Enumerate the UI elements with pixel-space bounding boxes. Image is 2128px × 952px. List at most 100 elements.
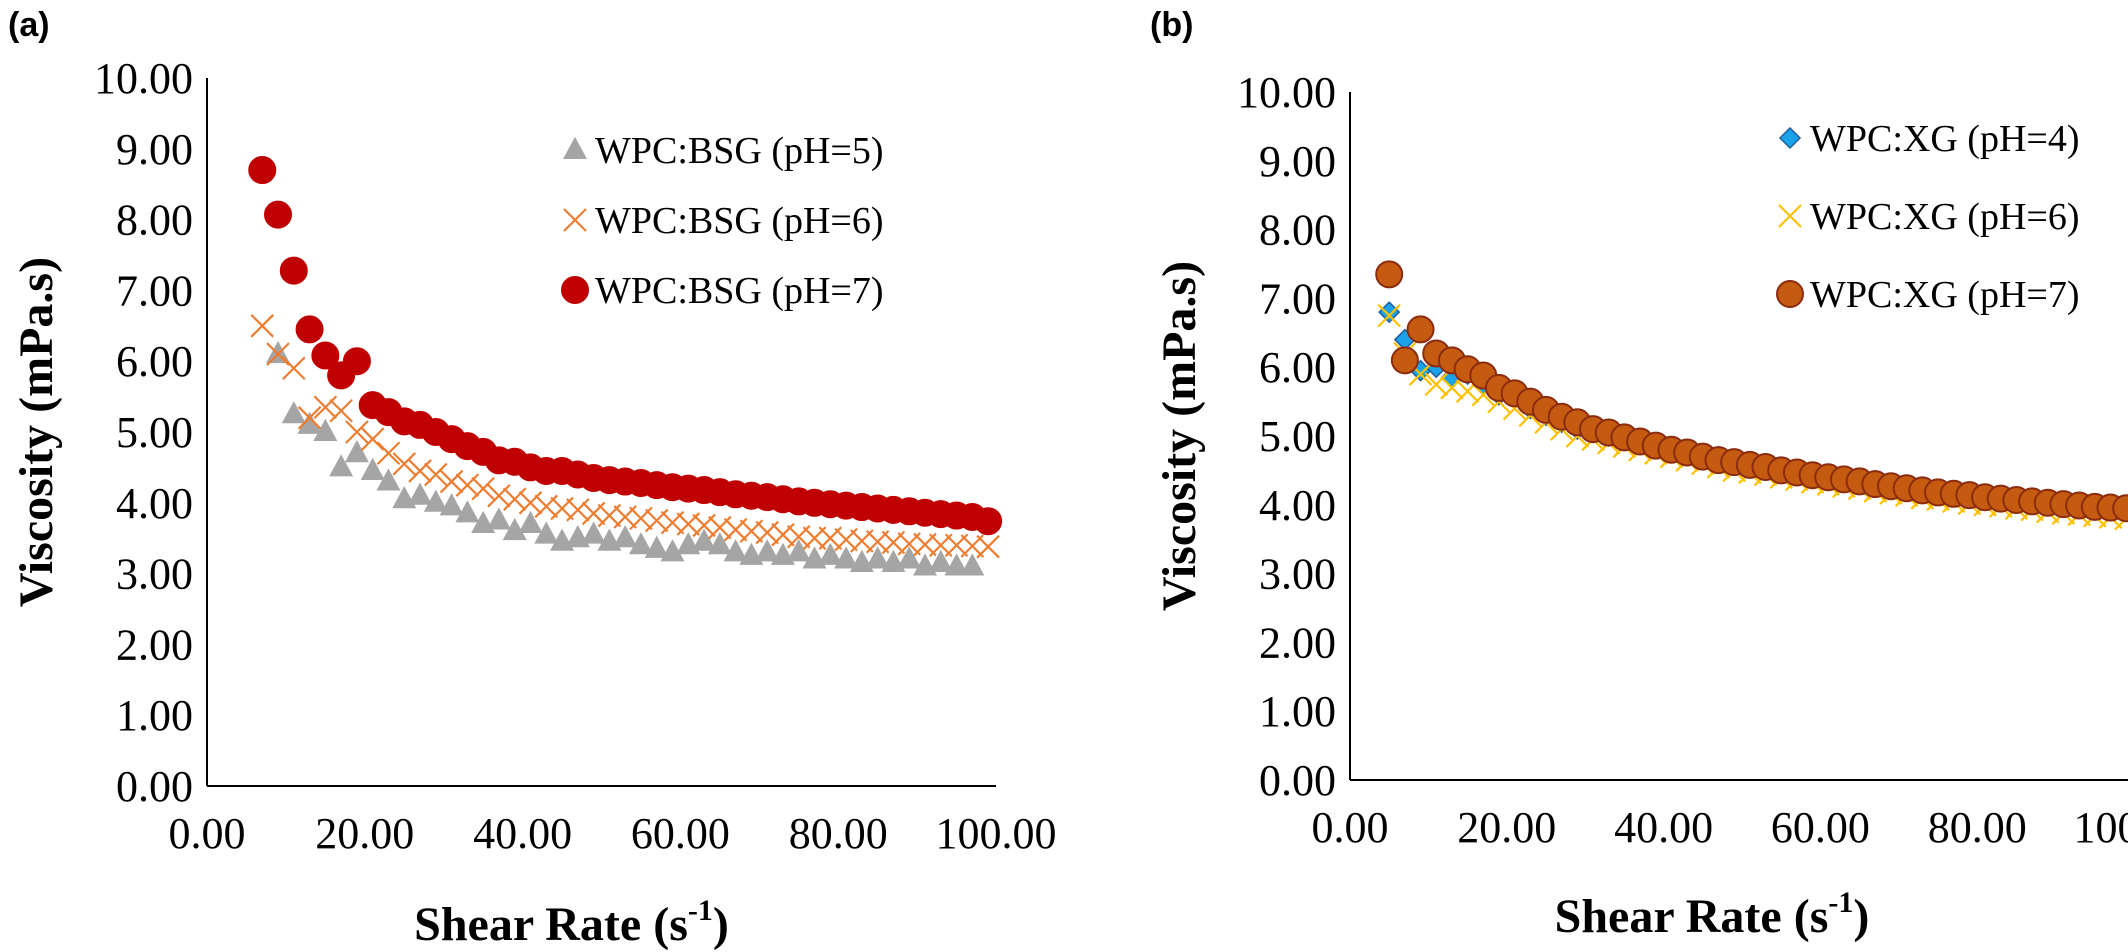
data-point [502,487,527,512]
x-axis-title-superscript: -1 [1828,886,1853,919]
data-point [279,256,308,285]
data-point [455,500,480,523]
y-tick-label: 8.00 [116,196,193,245]
legend-marker [561,276,589,304]
data-point [818,542,843,565]
data-point [266,342,290,366]
data-point [345,420,369,444]
data-point [628,532,653,555]
data-point [439,469,464,494]
data-point [297,411,322,434]
data-point [248,156,277,185]
x-axis-title-end: ) [713,898,729,951]
x-tick-label: 100.00 [2074,803,2128,852]
legend: WPC:XG (pH=4) WPC:XG (pH=6) WPC:XG (pH=7) [1776,118,2079,316]
data-point [423,489,448,512]
data-point [424,462,448,487]
data-point [944,553,969,576]
data-point [518,510,543,534]
y-tick-label: 6.00 [116,337,193,386]
data-point [566,498,590,522]
y-axis-title: Viscosity (mPa.s) [10,257,63,607]
x-axis-title-end: ) [1853,890,1869,943]
data-point [360,427,385,451]
data-point [755,539,780,562]
y-tick-label: 5.00 [116,408,193,457]
data-point [439,493,464,516]
data-point [487,483,511,508]
data-point [1406,315,1435,344]
y-tick-label: 7.00 [1259,274,1336,323]
data-point [313,395,338,419]
x-tick-label: 80.00 [1928,803,2027,852]
x-axis-title-main: Shear Rate (s [414,898,688,951]
data-point [1390,346,1419,375]
data-point [707,532,732,555]
series-2 [250,314,1000,559]
data-point [486,507,511,530]
y-tick-label: 1.00 [1259,687,1336,736]
data-point [342,347,371,376]
x-tick-label: 60.00 [1771,803,1870,852]
data-point [771,522,795,547]
data-point [313,418,338,441]
data-point [834,546,859,569]
data-point [518,491,543,515]
data-point [2112,494,2128,523]
data-point [581,521,606,544]
y-tick-label: 9.00 [1259,137,1336,186]
y-tick-label: 2.00 [1259,618,1336,667]
data-point [1378,301,1401,324]
data-point [281,401,306,424]
data-point [723,539,748,562]
series-3 [248,156,1003,536]
data-point [502,517,527,541]
legend-label: WPC:XG (pH=4) [1810,118,2079,160]
data-point [329,398,353,423]
data-point [360,457,385,480]
legend-label: WPC:BSG (pH=6) [595,200,884,242]
chart-panel-b: (b) 0.00 1.00 2.00 3.00 4.00 5.00 6.00 7.00 8.00 9… [1150,6,2128,943]
data-point [865,546,890,569]
data-point [786,539,811,562]
x-tick-label: 0.00 [1312,803,1389,852]
x-axis-title-main: Shear Rate (s [1555,890,1829,943]
data-point [897,546,922,569]
data-point [250,314,275,338]
x-tick-label: 100.00 [936,809,1057,858]
data-point [329,454,354,477]
data-point [660,539,685,562]
chart-panel-a: (a) 0.00 1.00 2.00 3.00 4.00 5.00 6.00 7.00 8.00 9… [8,6,1057,951]
series-3 [1375,260,2128,523]
y-tick-label: 6.00 [1259,343,1336,392]
data-point [644,535,669,558]
data-point [613,525,638,548]
x-tick-label: 40.00 [1614,803,1713,852]
y-tick-label: 10.00 [94,54,193,103]
data-point [1377,303,1401,328]
data-point [471,476,495,501]
data-point [311,341,340,370]
y-tick-label: 9.00 [116,125,193,174]
x-axis-title: Shear Rate (s-1) [1555,886,1870,943]
x-axis-title-superscript: -1 [688,894,713,927]
data-point [581,501,606,526]
y-tick-label: 7.00 [116,266,193,315]
legend-marker [563,136,587,159]
data-point [408,482,433,505]
data-point [297,406,322,430]
data-point [928,549,953,572]
x-tick-label: 60.00 [631,809,730,858]
legend-marker [1778,204,1802,228]
legend-label: WPC:XG (pH=7) [1810,274,2079,316]
x-axis-title: Shear Rate (s-1) [414,894,729,951]
x-tick-label: 20.00 [315,809,414,858]
legend-label: WPC:BSG (pH=5) [595,130,884,172]
y-tick-label: 8.00 [1259,206,1336,255]
data-point [264,200,293,229]
y-axis-title: Viscosity (mPa.s) [1153,261,1206,611]
data-point [1424,372,1449,397]
data-point [1440,376,1464,400]
x-tick-label: 40.00 [473,809,572,858]
